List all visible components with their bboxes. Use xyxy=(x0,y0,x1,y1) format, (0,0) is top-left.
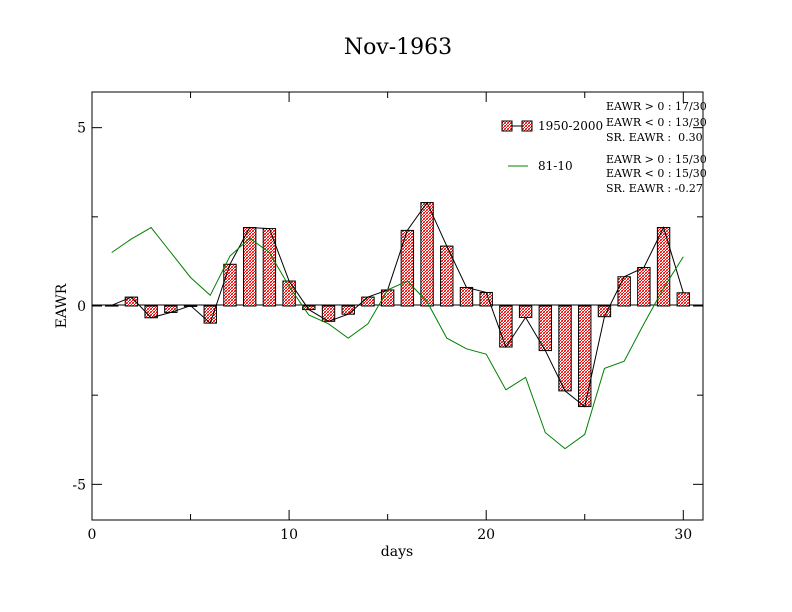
x-tick-label: 10 xyxy=(280,527,298,543)
x-tick-label: 30 xyxy=(674,527,692,543)
bar-day-22 xyxy=(518,305,533,318)
y-tick-label: 5 xyxy=(77,121,86,137)
x-axis-label: days xyxy=(381,544,413,560)
series-line-1950-2000 xyxy=(111,201,684,408)
bar-day-17 xyxy=(420,202,434,307)
legend-line-label: 81-10 xyxy=(538,159,573,173)
x-tick-label: 20 xyxy=(477,527,495,543)
y-tick-label: -5 xyxy=(72,477,86,493)
stats-8110-negative: EAWR < 0 : 15/30 xyxy=(606,167,707,180)
bar-day-28 xyxy=(637,266,651,307)
legend-bar-swatch-left xyxy=(501,120,513,132)
bar-day-6 xyxy=(203,305,217,324)
bar-day-16 xyxy=(400,229,415,307)
bar-day-4 xyxy=(164,305,178,313)
stats-8110-positive: EAWR > 0 : 15/30 xyxy=(606,153,707,166)
legend-bar-swatch-right xyxy=(521,120,533,132)
bar-day-30 xyxy=(676,292,690,307)
chart-title: Nov-1963 xyxy=(344,35,452,60)
bar-day-29 xyxy=(656,227,671,307)
x-tick-label: 0 xyxy=(88,527,97,543)
stats-1950-sr: SR. EAWR : 0.30 xyxy=(606,131,703,144)
bars-layer xyxy=(105,202,690,408)
bar-day-27 xyxy=(617,276,631,307)
bar-day-1 xyxy=(105,304,119,307)
bar-day-8 xyxy=(242,227,257,307)
bar-day-3 xyxy=(144,305,158,319)
stats-1950-negative: EAWR < 0 : 13/30 xyxy=(606,116,707,129)
y-tick-label: 0 xyxy=(77,299,86,315)
bar-day-14 xyxy=(361,296,375,307)
bar-day-25 xyxy=(578,305,592,408)
stats-8110-sr: SR. EAWR : -0.27 xyxy=(606,182,703,195)
y-axis-label: EAWR xyxy=(54,283,70,328)
stats-1950-positive: EAWR > 0 : 17/30 xyxy=(606,100,707,113)
bar-day-7 xyxy=(223,263,237,307)
legend: 1950-2000 81-10 xyxy=(501,119,603,173)
bar-day-19 xyxy=(459,286,474,307)
lines-layer xyxy=(111,201,684,450)
legend-bar-label: 1950-2000 xyxy=(538,119,603,133)
ticks-layer: 0 10 20 30 -5 0 5 xyxy=(72,92,703,543)
stats-annotations: EAWR > 0 : 17/30 EAWR < 0 : 13/30 SR. EA… xyxy=(606,100,707,195)
series-line-81-10 xyxy=(111,226,684,450)
bar-day-24 xyxy=(558,305,572,392)
